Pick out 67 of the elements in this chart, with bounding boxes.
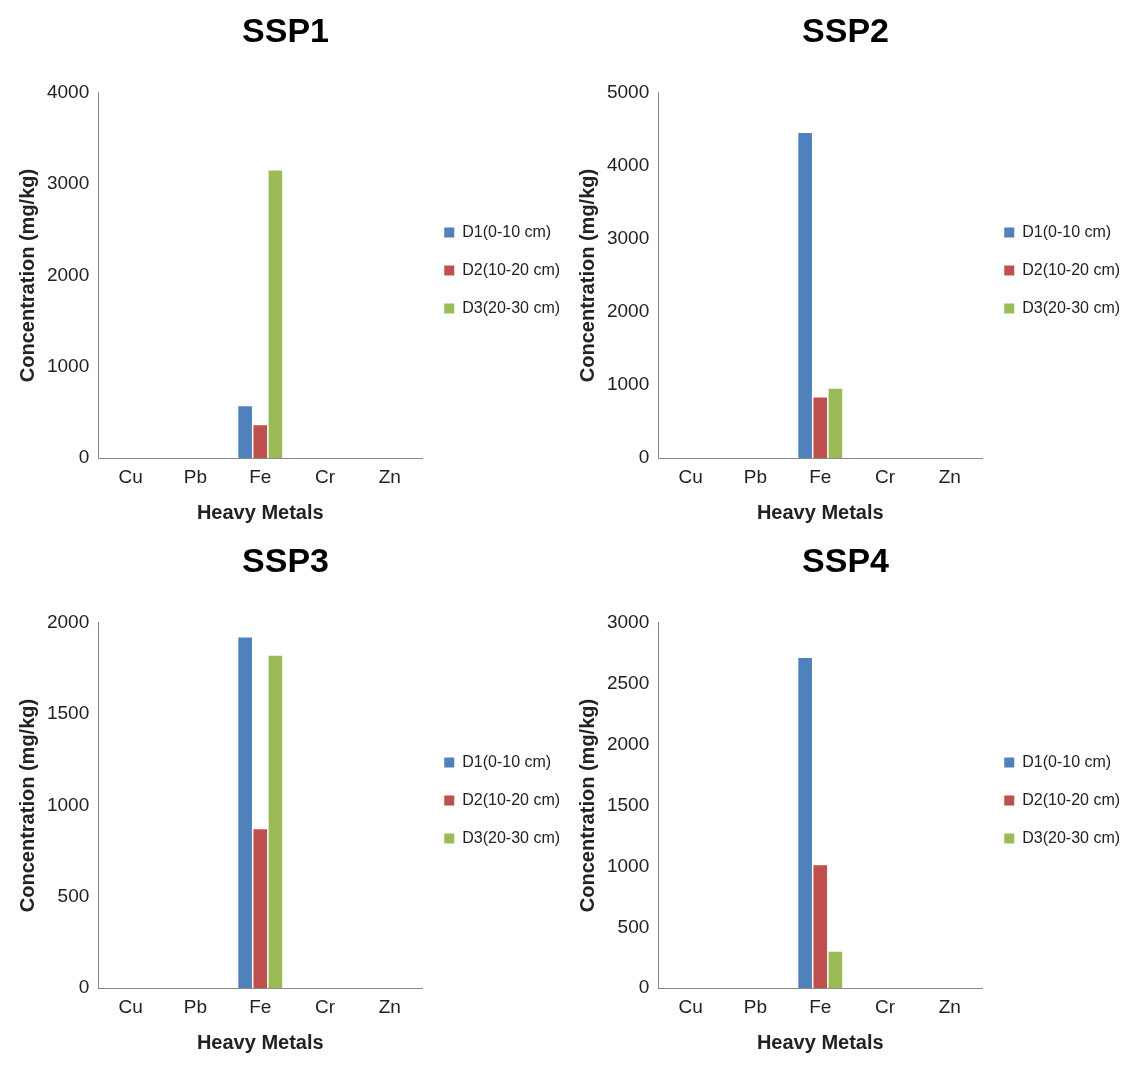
x-tick-label: Cr bbox=[315, 465, 336, 487]
y-axis-title: Concentration (mg/kg) bbox=[15, 698, 38, 913]
x-tick-label: Fe bbox=[809, 995, 832, 1017]
chart-title: SSP4 bbox=[802, 540, 890, 579]
x-tick-label: Zn bbox=[378, 995, 401, 1017]
y-tick-label: 500 bbox=[617, 915, 650, 937]
y-tick-label: 4000 bbox=[606, 154, 650, 176]
x-tick-label: Pb bbox=[743, 995, 768, 1017]
y-tick-label: 0 bbox=[78, 446, 90, 468]
y-tick-label: 1000 bbox=[606, 854, 650, 876]
legend-label: D1(0-10 cm) bbox=[1022, 222, 1112, 240]
legend-label: D3(20-30 cm) bbox=[462, 828, 561, 846]
x-tick-label: Cu bbox=[678, 995, 703, 1017]
y-axis-title: Concentration (mg/kg) bbox=[575, 168, 598, 383]
x-tick-label: Pb bbox=[183, 465, 208, 487]
x-tick-label: Fe bbox=[249, 465, 272, 487]
x-tick-label: Cu bbox=[678, 465, 703, 487]
x-tick-label: Pb bbox=[743, 465, 768, 487]
y-tick-label: 3000 bbox=[606, 227, 650, 249]
legend-label: D1(0-10 cm) bbox=[462, 752, 552, 770]
y-tick-label: 1500 bbox=[606, 793, 650, 815]
x-tick-label: Cr bbox=[315, 995, 336, 1017]
legend-label: D3(20-30 cm) bbox=[462, 298, 561, 316]
chart-title: SSP2 bbox=[802, 10, 889, 49]
y-tick-label: 2500 bbox=[606, 671, 650, 693]
chart-title: SSP1 bbox=[242, 10, 329, 49]
legend-label: D3(20-30 cm) bbox=[1022, 828, 1121, 846]
x-tick-label: Zn bbox=[378, 465, 401, 487]
legend-label: D2(10-20 cm) bbox=[462, 260, 561, 278]
x-axis-title: Heavy Metals bbox=[196, 1030, 324, 1053]
y-tick-label: 500 bbox=[57, 885, 90, 907]
x-tick-label: Cu bbox=[118, 465, 143, 487]
y-tick-label: 1000 bbox=[46, 793, 90, 815]
y-tick-label: 1000 bbox=[606, 373, 650, 395]
y-tick-label: 0 bbox=[638, 976, 650, 998]
y-tick-label: 5000 bbox=[606, 81, 650, 103]
x-tick-label: Fe bbox=[809, 465, 832, 487]
y-axis-title: Concentration (mg/kg) bbox=[15, 168, 38, 383]
y-tick-label: 1000 bbox=[46, 355, 90, 377]
x-axis-title: Heavy Metals bbox=[756, 500, 884, 523]
x-axis-title: Heavy Metals bbox=[756, 1030, 884, 1053]
y-tick-label: 0 bbox=[78, 976, 90, 998]
y-tick-label: 2000 bbox=[46, 611, 90, 633]
legend-label: D2(10-20 cm) bbox=[1022, 260, 1121, 278]
legend-label: D3(20-30 cm) bbox=[1022, 298, 1121, 316]
y-tick-label: 0 bbox=[638, 446, 650, 468]
x-tick-label: Cu bbox=[118, 995, 143, 1017]
y-tick-label: 2000 bbox=[606, 732, 650, 754]
x-tick-label: Zn bbox=[938, 995, 961, 1017]
y-axis-title: Concentration (mg/kg) bbox=[575, 698, 598, 913]
y-tick-label: 1500 bbox=[46, 702, 90, 724]
x-tick-label: Zn bbox=[938, 465, 961, 487]
x-axis-title: Heavy Metals bbox=[196, 500, 324, 523]
y-tick-label: 2000 bbox=[46, 263, 90, 285]
x-tick-label: Cr bbox=[875, 465, 896, 487]
x-tick-label: Fe bbox=[249, 995, 272, 1017]
legend-label: D2(10-20 cm) bbox=[462, 790, 561, 808]
x-tick-label: Pb bbox=[183, 995, 208, 1017]
legend-label: D1(0-10 cm) bbox=[1022, 752, 1112, 770]
y-tick-label: 3000 bbox=[606, 611, 650, 633]
chart-title: SSP3 bbox=[242, 540, 329, 579]
legend-label: D1(0-10 cm) bbox=[462, 222, 552, 240]
y-tick-label: 2000 bbox=[606, 300, 650, 322]
legend-label: D2(10-20 cm) bbox=[1022, 790, 1121, 808]
y-tick-label: 3000 bbox=[46, 172, 90, 194]
x-tick-label: Cr bbox=[875, 995, 896, 1017]
y-tick-label: 4000 bbox=[46, 81, 90, 103]
